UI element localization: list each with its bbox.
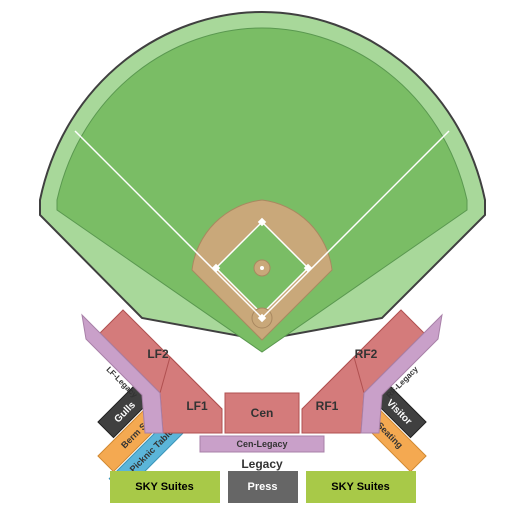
cen-legacy-label: Cen-Legacy [236,439,287,449]
section-rf1[interactable] [302,357,364,433]
section-sky-right[interactable]: SKY Suites [306,471,416,503]
cen-label: Cen [251,406,274,420]
lf2-label: LF2 [147,347,169,361]
rf2-label: RF2 [355,347,378,361]
rf1-label: RF1 [316,399,339,413]
stadium-map: Gulls Berm Seating Picknic Tables Visito… [0,0,525,525]
section-press[interactable]: Press [228,471,298,503]
sky-left-label: SKY Suites [135,481,194,493]
lf1-label: LF1 [186,399,208,413]
stadium-svg: Gulls Berm Seating Picknic Tables Visito… [0,0,525,525]
press-label: Press [248,481,278,493]
legacy-label: Legacy [241,457,283,471]
bottom-row: SKY Suites Press SKY Suites [110,471,416,503]
sky-right-label: SKY Suites [331,481,390,493]
section-sky-left[interactable]: SKY Suites [110,471,220,503]
